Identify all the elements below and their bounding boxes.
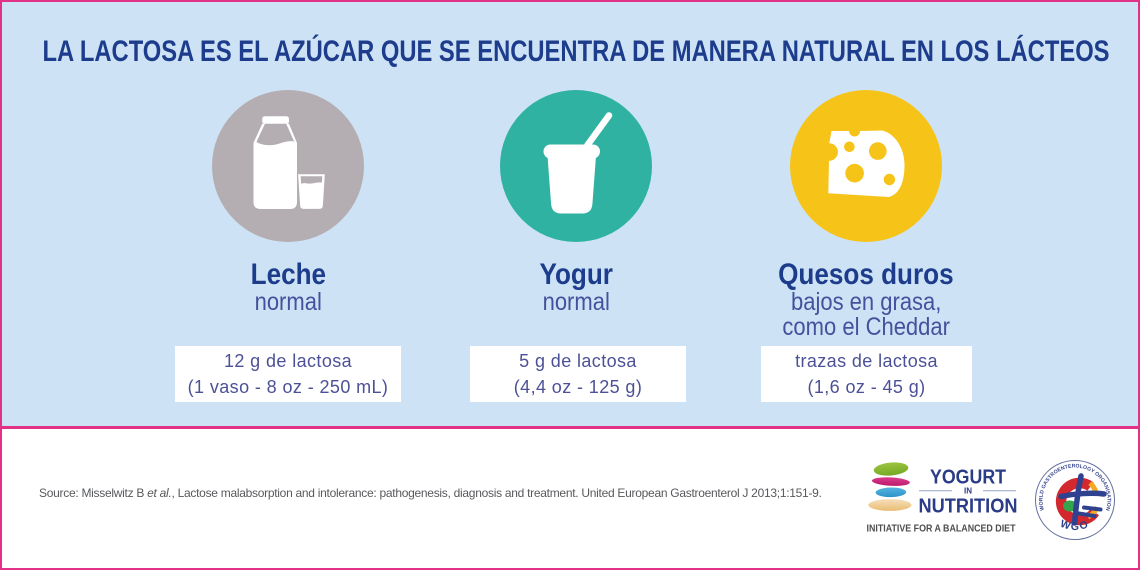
svg-text:NUTRITION: NUTRITION bbox=[919, 496, 1018, 518]
svg-text:IN: IN bbox=[964, 487, 972, 496]
svg-text:INITIATIVE FOR A BALANCED DIET: INITIATIVE FOR A BALANCED DIET bbox=[867, 523, 1016, 535]
svg-text:YOGURT: YOGURT bbox=[930, 466, 1006, 488]
